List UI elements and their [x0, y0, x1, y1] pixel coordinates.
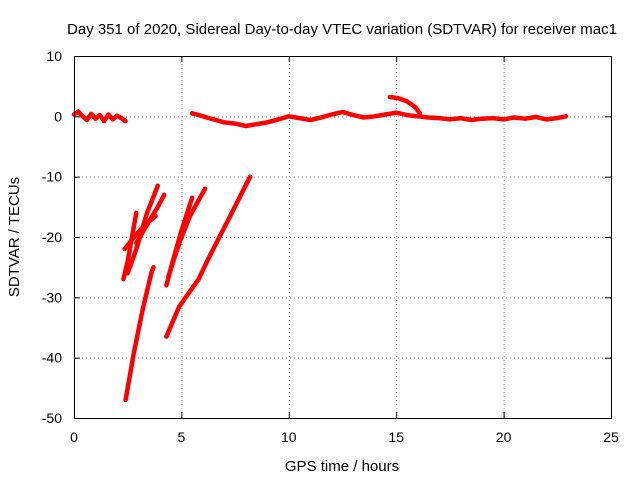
- series-arc-7: [134, 192, 167, 246]
- x-tick-label: 0: [70, 429, 78, 445]
- x-tick-label: 15: [388, 429, 404, 445]
- series-arc-4: [121, 210, 139, 282]
- y-tick-label: 0: [54, 108, 62, 124]
- axis-ticks: 0 5 10 15 20 25 -50 -40 -30 -20 -10 0 10: [42, 48, 619, 445]
- plot-series: [71, 94, 569, 403]
- series-arc-10: [166, 186, 208, 279]
- chart-title: Day 351 of 2020, Sidereal Day-to-day VTE…: [67, 21, 617, 38]
- x-tick-label: 25: [603, 429, 619, 445]
- y-axis-label: SDTVAR / TECUs: [6, 177, 23, 297]
- plot-frame: [74, 56, 612, 419]
- x-tick-label: 5: [178, 429, 186, 445]
- y-tick-label: -50: [42, 410, 62, 426]
- x-tick-label: 20: [496, 429, 512, 445]
- y-tick-label: -10: [42, 169, 62, 185]
- x-axis-label: GPS time / hours: [285, 458, 399, 475]
- series-arc-11: [164, 174, 253, 339]
- y-tick-label: -20: [42, 229, 62, 245]
- y-tick-label: 10: [46, 48, 62, 64]
- series-arc-3: [387, 94, 423, 116]
- y-tick-label: -30: [42, 289, 62, 305]
- x-tick-label: 10: [281, 429, 297, 445]
- series-arc-1: [71, 109, 128, 124]
- y-tick-label: -40: [42, 350, 62, 366]
- series-arc-2: [189, 109, 569, 129]
- series-arc-8: [123, 264, 156, 403]
